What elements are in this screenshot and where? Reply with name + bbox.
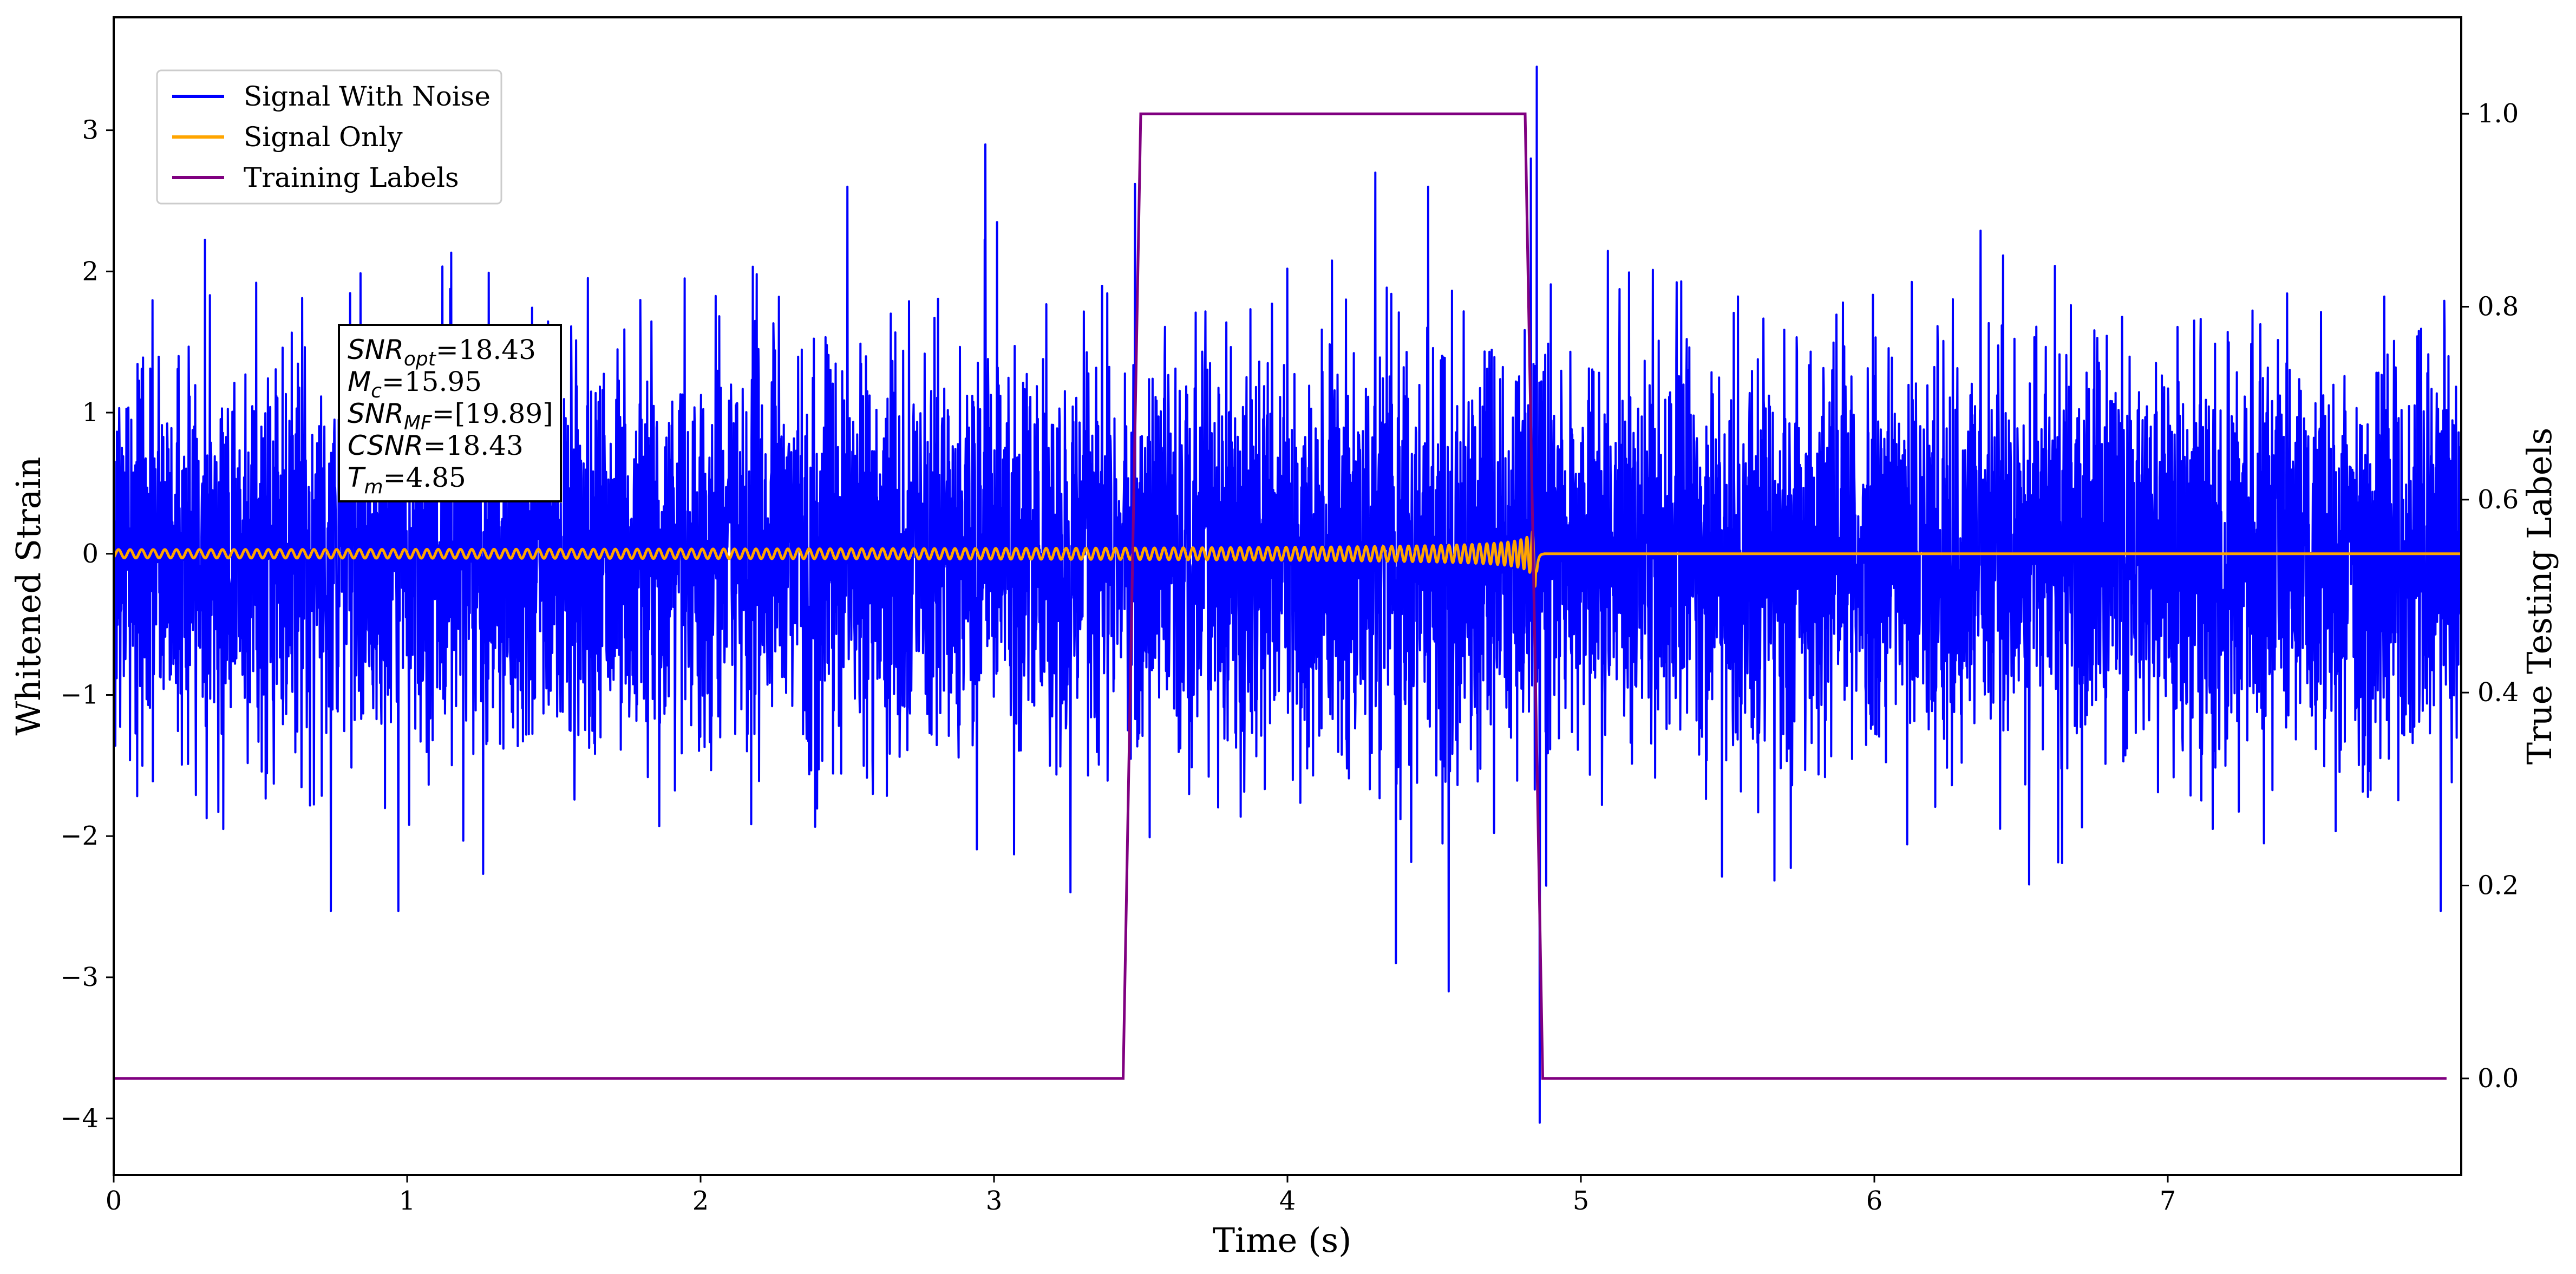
y2-tick-label: 0.8 (2477, 292, 2519, 322)
plot-clip-group (114, 66, 2461, 1124)
annotation-frame (338, 324, 562, 502)
x-tick-label: 7 (2160, 1186, 2176, 1216)
annotation-line: Tm=4.85 (348, 462, 466, 498)
y-tick-label: 3 (82, 115, 99, 146)
annotation-line: CSNR=18.43 (348, 430, 524, 461)
y-tick-label: 1 (82, 397, 99, 428)
y2-tick-label: 0.0 (2477, 1063, 2519, 1094)
x-axis-label: Time (s) (1213, 1220, 1352, 1260)
annotation-box: SNRopt=18.43Mc=15.95SNRMF=[19.89]CSNR=18… (338, 324, 562, 502)
y-tick-label: −4 (60, 1103, 99, 1134)
y-tick-label: 2 (82, 256, 99, 286)
y2-tick-label: 0.2 (2477, 871, 2519, 901)
x-tick-label: 3 (986, 1186, 1003, 1216)
y-tick-label: −2 (60, 821, 99, 851)
legend-label-signal-with-noise: Signal With Noise (244, 81, 491, 112)
series-training-labels (114, 112, 2447, 1080)
x-tick-label: 4 (1279, 1186, 1296, 1216)
legend: Signal With Noise Signal Only Training L… (156, 69, 502, 205)
annotation-line: SNRopt=18.43 (348, 334, 536, 370)
annotation-line: Mc=15.95 (348, 366, 482, 402)
y-axis-label: Whitened Strain (9, 457, 48, 736)
legend-label-signal-only: Signal Only (244, 121, 403, 153)
series-signal-only (114, 530, 2461, 588)
x-tick-label: 0 (106, 1186, 122, 1216)
y2-tick-label: 1.0 (2477, 99, 2519, 129)
y-tick-label: −3 (60, 962, 99, 992)
x-tick-label: 1 (399, 1186, 416, 1216)
legend-label-training-labels: Training Labels (244, 162, 459, 193)
y2-axis-label: True Testing Labels (2520, 428, 2559, 765)
x-tick-label: 5 (1573, 1186, 1590, 1216)
series-signal-with-noise (114, 66, 2461, 1124)
y2-tick-label: 0.6 (2477, 485, 2519, 515)
x-tick-label: 6 (1866, 1186, 1883, 1216)
y-tick-label: 0 (82, 539, 99, 569)
axes: 0 1 2 3 4 5 6 7 −4 −3 −2 −1 0 1 2 3 0.0 0.2 0.4 0.6 0.8 1.0 (60, 99, 2519, 1216)
y2-tick-label: 0.4 (2477, 677, 2519, 708)
y-tick-label: −1 (60, 680, 99, 710)
annotation-line: SNRMF=[19.89] (348, 398, 553, 434)
plot-area (114, 66, 2461, 1124)
legend-box (156, 69, 502, 205)
x-tick-label: 2 (692, 1186, 709, 1216)
